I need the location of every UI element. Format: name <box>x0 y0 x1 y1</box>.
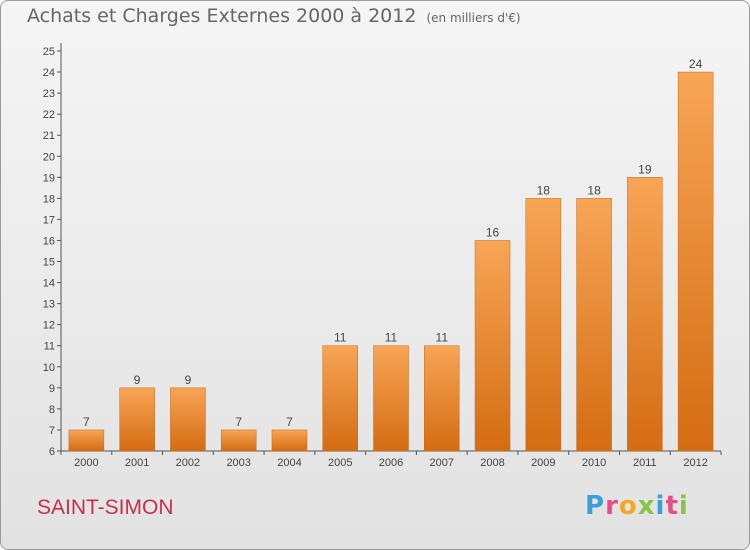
bar <box>68 429 105 452</box>
chart-data-labels: 7 9 9 7 7 11 11 11 16 18 18 19 24 <box>83 57 703 429</box>
x-tick-label: 2005 <box>328 457 352 469</box>
y-tick-label: 21 <box>43 130 55 142</box>
logo-letter: i <box>655 491 666 521</box>
bar-value-label: 18 <box>587 183 601 197</box>
x-tick-label: 2006 <box>379 457 403 469</box>
bar-value-label: 7 <box>286 415 293 429</box>
y-tick-label: 19 <box>43 172 55 184</box>
y-tick-label: 15 <box>43 257 55 269</box>
x-tick-label: 2011 <box>633 457 657 469</box>
logo-letter: i <box>678 491 689 521</box>
chart-unit-label: (en milliers d'€) <box>426 11 521 25</box>
bar-value-label: 11 <box>385 331 398 345</box>
y-tick-label: 13 <box>43 299 55 311</box>
bar-value-label: 19 <box>638 162 652 176</box>
bar <box>119 387 155 452</box>
y-tick-label: 6 <box>49 446 55 458</box>
chart-bars <box>68 71 714 452</box>
commune-name: SAINT-SIMON <box>37 496 174 519</box>
logo-letter: t <box>665 491 679 521</box>
y-tick-label: 14 <box>43 278 55 290</box>
x-tick-label: 2007 <box>430 457 454 469</box>
x-tick-label: 2012 <box>683 457 707 469</box>
bar-value-label: 7 <box>235 415 242 429</box>
bar-value-label: 11 <box>334 331 347 345</box>
logo-letter: P <box>585 491 606 521</box>
bar <box>220 429 257 452</box>
bar <box>576 198 612 452</box>
bar <box>373 345 409 452</box>
y-tick-label: 25 <box>43 46 55 58</box>
logo-letter: x <box>637 491 656 521</box>
x-tick-label: 2010 <box>582 457 606 469</box>
y-tick-label: 18 <box>43 193 55 205</box>
bar-value-label: 9 <box>134 373 141 387</box>
y-tick-label: 8 <box>49 404 55 416</box>
bar-value-label: 24 <box>689 57 703 71</box>
bar-value-label: 7 <box>83 415 90 429</box>
chart-title: Achats et Charges Externes 2000 à 2012 (e… <box>27 5 521 27</box>
y-tick-label: 24 <box>43 67 55 79</box>
bar <box>170 387 206 452</box>
x-tick-label: 2000 <box>74 457 98 469</box>
x-tick-label: 2009 <box>531 457 555 469</box>
bar-value-label: 16 <box>486 225 500 239</box>
bar <box>271 429 308 452</box>
x-tick-label: 2001 <box>125 457 149 469</box>
proxiti-logo: Proxiti <box>585 491 689 521</box>
bar-value-label: 9 <box>185 373 192 387</box>
y-tick-label: 9 <box>49 383 55 395</box>
logo-letter: o <box>618 491 638 521</box>
chart-title-text: Achats et Charges Externes 2000 à 2012 <box>27 5 417 27</box>
bar <box>677 71 714 452</box>
y-tick-label: 20 <box>43 151 55 163</box>
bar-value-label: 11 <box>436 331 449 345</box>
bar <box>322 345 358 452</box>
y-tick-label: 10 <box>43 362 55 374</box>
bar <box>627 177 663 452</box>
y-tick-label: 11 <box>44 341 55 353</box>
bar <box>525 198 562 452</box>
logo-letter: r <box>605 491 619 521</box>
y-tick-label: 22 <box>43 109 55 121</box>
y-tick-label: 16 <box>43 235 55 247</box>
x-tick-label: 2004 <box>277 457 301 469</box>
x-tick-label: 2008 <box>480 457 504 469</box>
y-tick-label: 17 <box>43 214 55 226</box>
bar <box>474 240 511 452</box>
y-tick-label: 7 <box>49 425 55 437</box>
x-tick-label: 2002 <box>176 457 200 469</box>
bar <box>424 345 460 452</box>
x-tick-label: 2003 <box>226 457 250 469</box>
y-tick-label: 23 <box>43 88 55 100</box>
bar-value-label: 18 <box>537 183 551 197</box>
y-tick-label: 12 <box>43 320 55 332</box>
